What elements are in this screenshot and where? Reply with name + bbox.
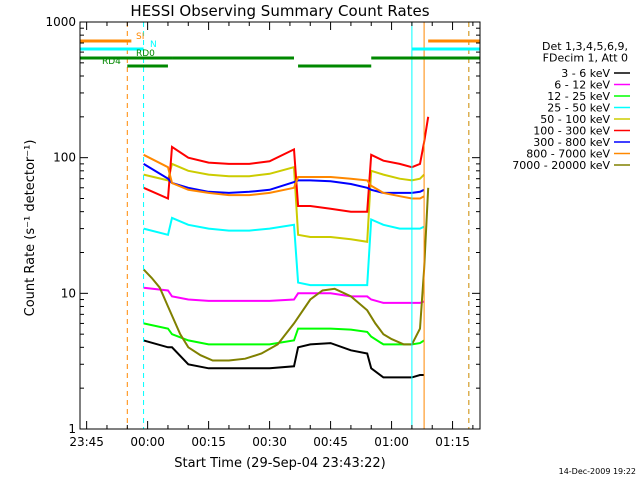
series-line-4 (143, 162, 425, 243)
series-line-8 (142, 187, 430, 362)
flag-label-n: N (150, 40, 157, 50)
x-tick-label-6: 01:15 (435, 435, 470, 449)
x-axis-label: Start Time (29-Sep-04 23:43:22) (174, 456, 385, 471)
series-line-6 (143, 163, 425, 194)
legend-label-6: 300 - 800 keV (533, 136, 610, 149)
series-line-0 (143, 339, 425, 379)
legend-label-8: 7000 - 20000 keV (512, 159, 610, 172)
legend-header-0: Det 1,3,4,5,6,9, (542, 40, 628, 53)
legend-label-4: 50 - 100 keV (540, 113, 610, 126)
y-tick-label-2: 100 (53, 151, 76, 165)
y-tick-label-0: 1 (68, 422, 76, 436)
x-tick-label-4: 00:45 (313, 435, 348, 449)
y-tick-label-3: 1000 (45, 15, 76, 29)
date-stamp: 14-Dec-2009 19:22 (559, 467, 636, 476)
chart-title: HESSI Observing Summary Count Rates (130, 2, 429, 20)
legend-header-1: FDecim 1, Att 0 (543, 52, 628, 65)
series-line-1 (143, 286, 425, 304)
legend-label-7: 800 - 7000 keV (526, 148, 610, 161)
series-line-2 (143, 322, 425, 346)
plot-frame (79, 21, 481, 430)
y-tick-label-1: 10 (61, 286, 76, 300)
series-line-3 (143, 216, 425, 287)
legend-label-5: 100 - 300 keV (533, 125, 610, 138)
flag-label-si: SI (136, 32, 144, 42)
flag-label-rd4: RD4 (102, 57, 121, 67)
x-tick-label-5: 01:00 (374, 435, 409, 449)
x-tick-label-0: 23:45 (69, 435, 104, 449)
y-axis-label: Count Rate (s⁻¹ detector⁻¹) (23, 140, 38, 317)
series-line-7 (143, 153, 425, 200)
series-line-5 (143, 116, 430, 213)
x-tick-label-2: 00:15 (191, 435, 226, 449)
legend-label-0: 3 - 6 keV (561, 67, 610, 80)
legend-label-2: 12 - 25 keV (547, 90, 610, 103)
legend-label-3: 25 - 50 keV (547, 102, 610, 115)
x-tick-label-3: 00:30 (252, 435, 287, 449)
legend-label-1: 6 - 12 keV (554, 79, 610, 92)
flag-label-rd0: RD0 (136, 49, 155, 59)
x-tick-label-1: 00:00 (130, 435, 165, 449)
